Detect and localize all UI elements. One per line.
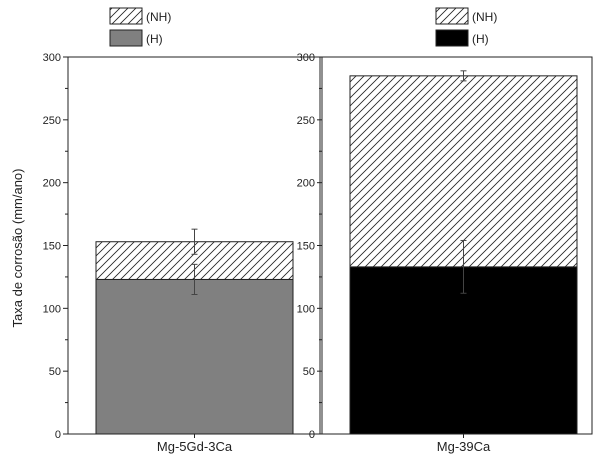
y-tick-label: 250	[43, 115, 61, 127]
legend-swatch	[435, 29, 469, 47]
legend-label: (NH)	[146, 10, 171, 24]
bar-segment-h	[349, 266, 578, 435]
legend-swatch	[435, 7, 469, 25]
bar-segment-nh	[349, 75, 578, 268]
y-tick-label: 100	[43, 303, 61, 315]
legend-swatch	[109, 29, 143, 47]
legend-label: (NH)	[472, 10, 497, 24]
y-tick-label: 100	[297, 303, 315, 315]
category-label: Mg-39Ca	[437, 439, 491, 454]
y-tick-label: 0	[55, 429, 61, 441]
bar-segment-h	[95, 278, 294, 435]
legend-swatch	[109, 7, 143, 25]
legend-label: (H)	[146, 32, 163, 46]
y-axis-title: Taxa de corrosão (mm/ano)	[10, 169, 25, 328]
y-tick-label: 150	[297, 241, 315, 253]
y-tick-label: 0	[309, 429, 315, 441]
y-tick-label: 200	[43, 178, 61, 190]
legend-label: (H)	[472, 32, 489, 46]
y-tick-label: 300	[297, 52, 315, 64]
y-tick-label: 250	[297, 115, 315, 127]
y-tick-label: 50	[49, 366, 61, 378]
category-label: Mg-5Gd-3Ca	[157, 439, 233, 454]
y-tick-label: 200	[297, 178, 315, 190]
panel-1: 0 50 100 150 200 250 300 Mg-5Gd-3Ca (NH) (H)	[43, 7, 321, 454]
y-tick-label: 50	[303, 366, 315, 378]
y-tick-label: 300	[43, 52, 61, 64]
y-tick-label: 150	[43, 241, 61, 253]
panel-2: 0 50 100 150 200 250 300 Mg-39Ca (NH) (H)	[297, 7, 593, 454]
